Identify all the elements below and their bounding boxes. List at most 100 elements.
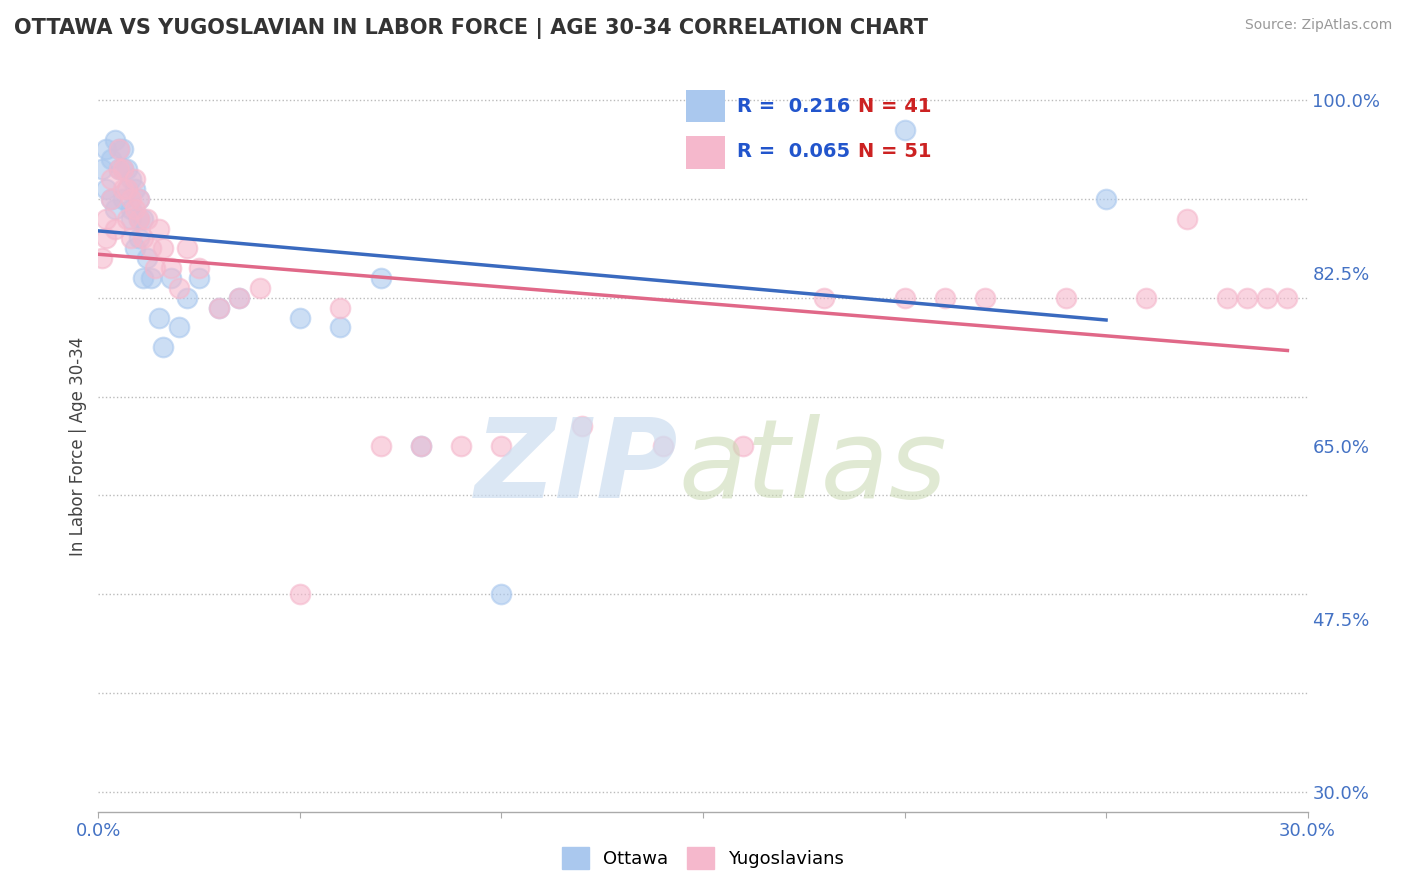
Point [733, 439, 755, 453]
Point [124, 202, 146, 216]
Point [107, 162, 129, 177]
Text: R =  0.065: R = 0.065 [737, 143, 849, 161]
Point [100, 192, 122, 206]
Point [329, 320, 352, 334]
Point [571, 419, 593, 434]
Y-axis label: In Labor Force | Age 30-34: In Labor Force | Age 30-34 [69, 336, 87, 556]
Point [91, 162, 114, 177]
Point [160, 271, 183, 285]
Point [148, 310, 170, 325]
Point [228, 291, 250, 305]
Text: N = 51: N = 51 [858, 143, 931, 161]
Point [96, 143, 118, 157]
Point [107, 143, 129, 157]
FancyBboxPatch shape [686, 90, 725, 122]
Point [409, 439, 432, 453]
Point [96, 182, 118, 196]
Point [288, 587, 311, 601]
Point [128, 231, 150, 245]
Point [491, 587, 513, 601]
Point [107, 162, 129, 177]
Point [813, 291, 835, 305]
Point [115, 211, 138, 226]
Point [132, 271, 155, 285]
Point [100, 192, 122, 206]
Point [249, 281, 271, 295]
Point [167, 281, 190, 295]
Point [160, 261, 183, 276]
Point [1135, 291, 1157, 305]
Point [139, 271, 162, 285]
Text: OTTAWA VS YUGOSLAVIAN IN LABOR FORCE | AGE 30-34 CORRELATION CHART: OTTAWA VS YUGOSLAVIAN IN LABOR FORCE | A… [14, 18, 928, 39]
Point [974, 291, 997, 305]
Text: ZIP: ZIP [475, 415, 679, 522]
Point [188, 261, 211, 276]
Point [128, 211, 150, 226]
Point [120, 172, 142, 186]
Point [651, 439, 673, 453]
Point [91, 251, 114, 265]
Point [176, 291, 198, 305]
Point [115, 182, 138, 196]
Point [1175, 211, 1198, 226]
Point [120, 202, 142, 216]
Point [128, 211, 150, 226]
Point [103, 221, 125, 235]
Point [135, 211, 157, 226]
Point [143, 261, 166, 276]
Point [148, 221, 170, 235]
Text: N = 41: N = 41 [858, 97, 931, 116]
Point [228, 291, 250, 305]
Point [132, 211, 155, 226]
Point [135, 251, 157, 265]
Point [120, 211, 142, 226]
Text: Source: ZipAtlas.com: Source: ZipAtlas.com [1244, 18, 1392, 32]
Point [208, 301, 231, 315]
Point [152, 340, 174, 354]
Point [132, 231, 155, 245]
Point [1256, 291, 1278, 305]
Point [128, 192, 150, 206]
Point [96, 231, 118, 245]
Point [329, 301, 352, 315]
Point [491, 439, 513, 453]
Point [107, 143, 129, 157]
Point [103, 202, 125, 216]
Point [96, 211, 118, 226]
Point [1216, 291, 1239, 305]
Point [124, 172, 146, 186]
Point [1236, 291, 1258, 305]
Legend: Ottawa, Yugoslavians: Ottawa, Yugoslavians [555, 839, 851, 876]
Point [120, 192, 142, 206]
Point [893, 291, 915, 305]
Point [128, 192, 150, 206]
Point [120, 231, 142, 245]
Point [893, 122, 915, 136]
Point [370, 439, 392, 453]
Point [124, 241, 146, 255]
Point [1277, 291, 1299, 305]
Point [208, 301, 231, 315]
Point [1054, 291, 1077, 305]
Point [1095, 192, 1118, 206]
Point [139, 241, 162, 255]
Point [409, 439, 432, 453]
Point [111, 192, 134, 206]
Point [124, 182, 146, 196]
Point [934, 291, 956, 305]
Text: atlas: atlas [679, 415, 948, 522]
Text: R =  0.216: R = 0.216 [737, 97, 851, 116]
Point [115, 162, 138, 177]
Point [188, 271, 211, 285]
Point [111, 162, 134, 177]
Point [111, 162, 134, 177]
Point [103, 132, 125, 146]
Point [288, 310, 311, 325]
Point [176, 241, 198, 255]
Point [111, 143, 134, 157]
Point [152, 241, 174, 255]
Point [115, 182, 138, 196]
Point [100, 172, 122, 186]
Point [370, 271, 392, 285]
Point [450, 439, 472, 453]
